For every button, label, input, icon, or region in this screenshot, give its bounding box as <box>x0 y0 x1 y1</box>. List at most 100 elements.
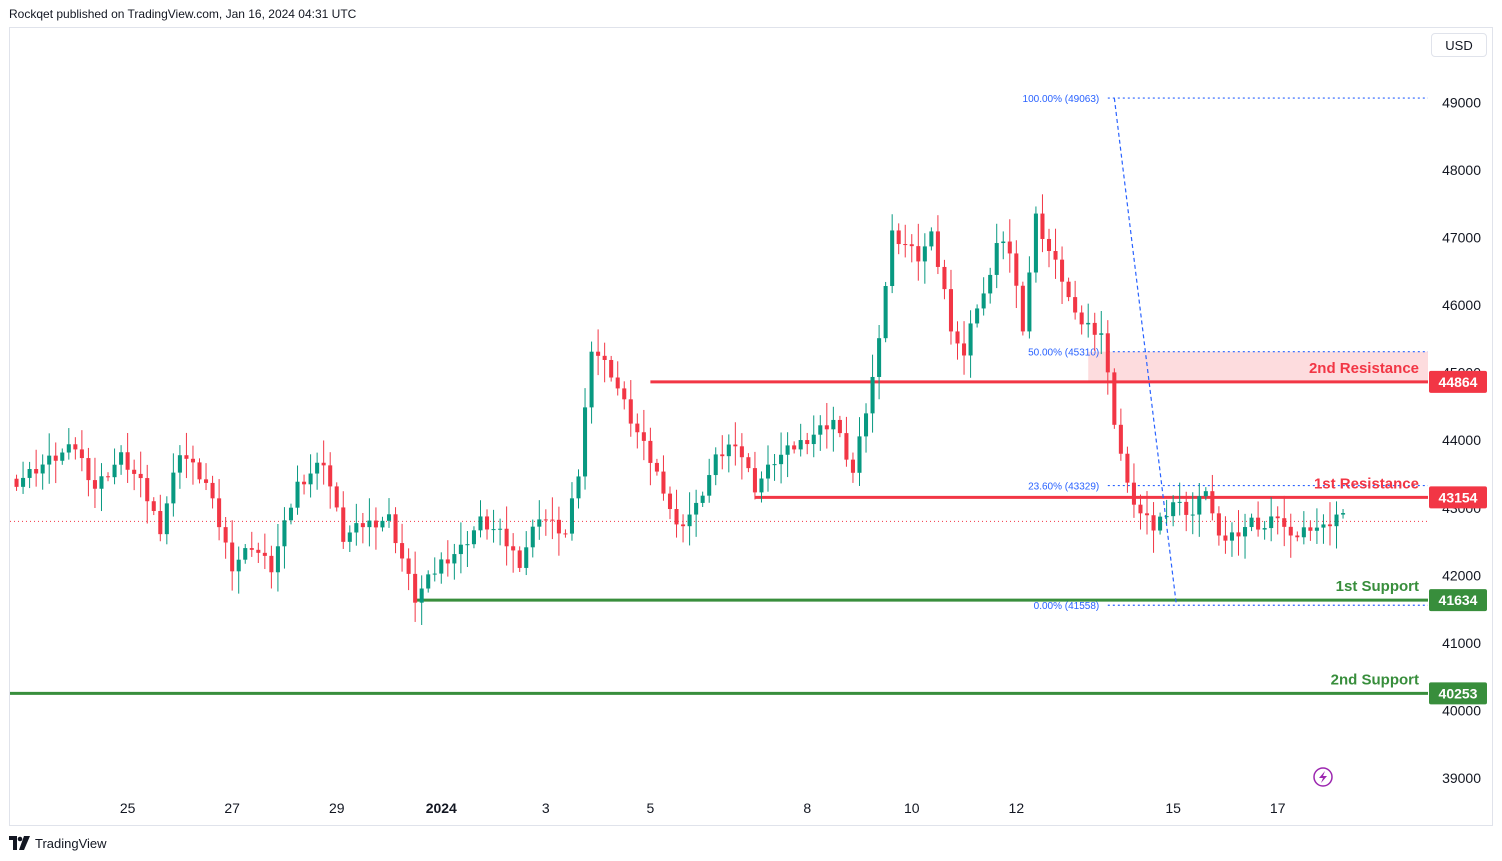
candle[interactable] <box>785 432 790 478</box>
candle[interactable] <box>720 435 725 470</box>
candle[interactable] <box>909 234 914 263</box>
candle[interactable] <box>1014 240 1019 309</box>
candle[interactable] <box>184 432 189 479</box>
candle[interactable] <box>360 512 365 544</box>
candle[interactable] <box>1223 516 1228 554</box>
candle[interactable] <box>302 474 307 495</box>
candle[interactable] <box>217 479 222 541</box>
candle[interactable] <box>877 325 882 400</box>
candle[interactable] <box>484 509 490 540</box>
candle[interactable] <box>968 310 973 378</box>
candle[interactable] <box>635 413 640 449</box>
candle[interactable] <box>151 497 156 516</box>
candle[interactable] <box>145 464 150 524</box>
candle[interactable] <box>1118 408 1123 461</box>
candle[interactable] <box>105 472 111 482</box>
candle[interactable] <box>413 551 418 622</box>
candle[interactable] <box>1131 463 1136 518</box>
candle[interactable] <box>1105 320 1110 395</box>
candle[interactable] <box>1066 277 1071 302</box>
candle[interactable] <box>596 329 601 376</box>
candle[interactable] <box>550 497 555 540</box>
candle[interactable] <box>589 341 594 424</box>
candle[interactable] <box>955 321 960 360</box>
candle[interactable] <box>439 552 444 584</box>
candle[interactable] <box>1295 531 1300 542</box>
candle[interactable] <box>556 506 561 556</box>
candle[interactable] <box>916 223 921 281</box>
candle[interactable] <box>1138 494 1143 530</box>
candle[interactable] <box>583 388 588 490</box>
candle[interactable] <box>739 433 744 480</box>
candle[interactable] <box>1269 497 1274 542</box>
candle[interactable] <box>1203 487 1208 501</box>
candle[interactable] <box>622 381 627 410</box>
candle[interactable] <box>47 433 52 484</box>
candle[interactable] <box>1321 514 1326 544</box>
candle[interactable] <box>478 500 483 538</box>
candle[interactable] <box>426 570 431 593</box>
candle[interactable] <box>79 430 84 472</box>
candle[interactable] <box>1184 491 1189 532</box>
candle[interactable] <box>537 500 542 540</box>
candle[interactable] <box>34 449 39 487</box>
candle[interactable] <box>824 403 829 449</box>
candle[interactable] <box>380 516 385 532</box>
candle[interactable] <box>21 461 26 494</box>
candle[interactable] <box>772 454 777 481</box>
candle[interactable] <box>733 422 738 466</box>
candle[interactable] <box>713 447 718 486</box>
candle[interactable] <box>687 492 692 546</box>
candle[interactable] <box>929 227 934 251</box>
candle[interactable] <box>1256 501 1261 537</box>
candle[interactable] <box>1053 228 1058 279</box>
candle[interactable] <box>40 454 45 490</box>
candle[interactable] <box>1099 311 1104 355</box>
candle[interactable] <box>883 281 888 343</box>
candle[interactable] <box>204 463 209 491</box>
candle[interactable] <box>236 546 241 594</box>
candle[interactable] <box>275 523 280 592</box>
candle[interactable] <box>112 448 117 485</box>
candle[interactable] <box>341 491 346 549</box>
candle[interactable] <box>1046 228 1052 268</box>
candle[interactable] <box>1282 495 1287 547</box>
candle[interactable] <box>975 304 980 328</box>
candle[interactable] <box>935 215 940 275</box>
candle[interactable] <box>1001 231 1006 260</box>
candle[interactable] <box>1112 368 1117 429</box>
candle[interactable] <box>406 548 411 591</box>
candle[interactable] <box>190 445 195 485</box>
candle[interactable] <box>60 448 65 465</box>
candle[interactable] <box>1158 512 1163 535</box>
candle[interactable] <box>138 451 143 498</box>
candle[interactable] <box>759 471 764 503</box>
candle[interactable] <box>654 458 659 476</box>
candle[interactable] <box>471 526 476 549</box>
candle[interactable] <box>177 445 182 489</box>
candle[interactable] <box>615 361 620 396</box>
candle[interactable] <box>498 518 503 546</box>
candle[interactable] <box>864 403 869 453</box>
candle[interactable] <box>700 491 705 507</box>
candle[interactable] <box>648 427 653 486</box>
candle[interactable] <box>1020 281 1025 336</box>
candle[interactable] <box>164 496 169 545</box>
candle[interactable] <box>282 507 287 569</box>
candle[interactable] <box>315 452 320 490</box>
candle[interactable] <box>230 520 235 591</box>
candle[interactable] <box>609 355 614 382</box>
candle[interactable] <box>288 503 294 525</box>
candle[interactable] <box>844 416 849 467</box>
candle[interactable] <box>1197 482 1202 537</box>
candle[interactable] <box>432 557 437 582</box>
candle[interactable] <box>171 453 176 517</box>
candle[interactable] <box>530 519 535 558</box>
candle[interactable] <box>563 529 568 538</box>
currency-button[interactable]: USD <box>1431 33 1487 57</box>
candle[interactable] <box>517 546 522 572</box>
candle[interactable] <box>249 531 254 557</box>
candle[interactable] <box>1027 256 1032 339</box>
candle[interactable] <box>334 482 339 512</box>
candle[interactable] <box>452 543 457 580</box>
